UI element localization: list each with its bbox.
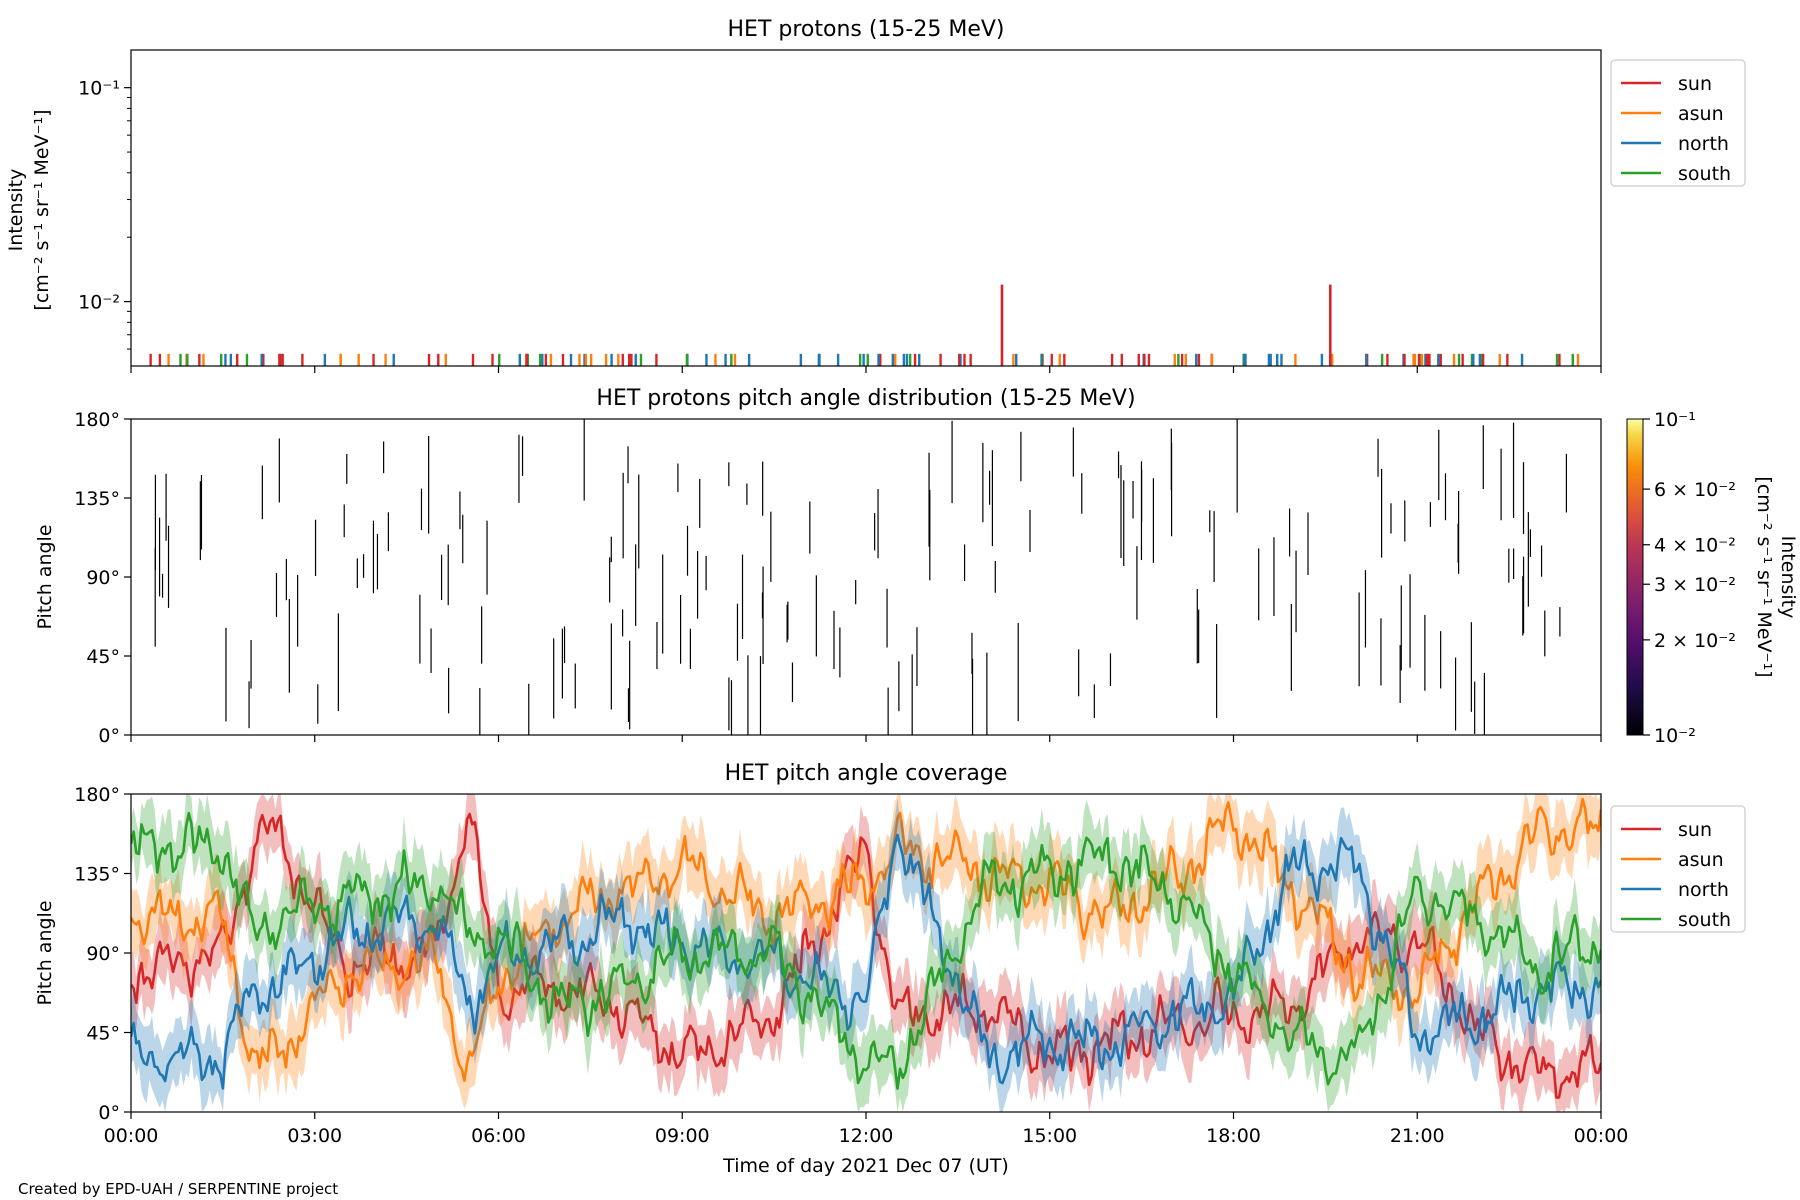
y-tick-label: 135° — [74, 864, 120, 886]
colorbar-label-line1: Intensity — [1777, 536, 1799, 619]
x-tick-label: 12:00 — [839, 1125, 894, 1147]
panel-intensity: HET protons (15-25 MeV) 10⁻¹ 10⁻² Intensi… — [5, 17, 1746, 373]
y-tick-label: 10⁻¹ — [78, 78, 120, 100]
legend-box — [1610, 805, 1746, 933]
colorbar-tick-label: 2 × 10⁻² — [1654, 630, 1736, 652]
colorbar-tick-label: 10⁻² — [1654, 725, 1696, 747]
coverage-series-group — [131, 794, 1601, 1112]
panel2-ylabel: Pitch angle — [34, 524, 56, 629]
panel1-ylabel-line2: [cm⁻² s⁻¹ sr⁻¹ MeV⁻¹] — [31, 109, 53, 310]
legend-label-north: north — [1678, 879, 1729, 901]
panel1-legend: sun asun north south — [1610, 59, 1746, 187]
y-tick-label: 90° — [86, 567, 120, 589]
x-tick-label: 06:00 — [471, 1125, 526, 1147]
panel2-title: HET protons pitch angle distribution (15… — [596, 386, 1135, 411]
y-tick-label: 135° — [74, 488, 120, 510]
legend-label-sun: sun — [1678, 819, 1712, 841]
colorbar-tick-label: 6 × 10⁻² — [1654, 479, 1736, 501]
colorbar-tick-label: 3 × 10⁻² — [1654, 574, 1736, 596]
coverage-band-asun — [131, 794, 1601, 1110]
panel-pitch-distribution: HET protons pitch angle distribution (15… — [34, 386, 1799, 747]
colorbar-tick-label: 4 × 10⁻² — [1654, 535, 1736, 557]
panel3-title: HET pitch angle coverage — [725, 761, 1008, 786]
y-tick-label: 180° — [74, 784, 120, 806]
y-tick-label: 10⁻² — [78, 292, 120, 314]
panel2-frame — [130, 418, 1602, 736]
legend-label-asun: asun — [1678, 103, 1724, 125]
x-tick-label: 09:00 — [655, 1125, 710, 1147]
y-tick-label: 90° — [86, 943, 120, 965]
legend-box — [1610, 59, 1746, 187]
coverage-band-south — [131, 794, 1601, 1112]
legend-label-asun: asun — [1678, 849, 1724, 871]
coverage-band-north — [131, 798, 1601, 1112]
legend-label-south: south — [1678, 909, 1731, 931]
panel3-plot-area — [131, 794, 1601, 1112]
panel1-ylabel-line1: Intensity — [5, 169, 27, 252]
y-tick-label: 45° — [86, 1023, 120, 1045]
legend-label-north: north — [1678, 133, 1729, 155]
panel2-x-ticks — [130, 735, 1602, 742]
panel3-ylabel: Pitch angle — [34, 900, 56, 1005]
x-tick-label: 15:00 — [1022, 1125, 1077, 1147]
panel2-plot-area — [154, 419, 1568, 735]
panel1-frame — [130, 49, 1602, 367]
colorbar-tick-label: 10⁻¹ — [1654, 409, 1696, 431]
colorbar — [1626, 418, 1644, 736]
y-tick-label: 0° — [98, 725, 120, 747]
x-tick-label: 00:00 — [104, 1125, 159, 1147]
x-tick-label: 18:00 — [1206, 1125, 1261, 1147]
y-tick-label: 180° — [74, 409, 120, 431]
x-tick-label: 21:00 — [1390, 1125, 1445, 1147]
panel3-x-ticks: 00:00 03:00 06:00 09:00 12:00 15:00 18:00 21:00… — [104, 1112, 1629, 1147]
x-axis-label: Time of day 2021 Dec 07 (UT) — [722, 1155, 1009, 1177]
panel1-x-ticks — [130, 366, 1602, 373]
legend-label-sun: sun — [1678, 73, 1712, 95]
panel-pitch-coverage: HET pitch angle coverage 0° 45° 90° 135° 180… — [34, 761, 1746, 1177]
x-tick-label: 00:00 — [1574, 1125, 1629, 1147]
coverage-line-sun — [131, 812, 1601, 1099]
panel1-title: HET protons (15-25 MeV) — [728, 17, 1005, 42]
panel1-y-ticks: 10⁻¹ 10⁻² — [78, 78, 131, 350]
coverage-line-north — [131, 833, 1601, 1090]
x-tick-label: 03:00 — [287, 1125, 342, 1147]
colorbar-label-line2: [cm⁻² s⁻¹ sr⁻¹ MeV⁻¹] — [1753, 476, 1775, 677]
panel3-legend: sun asun north south — [1610, 805, 1746, 933]
footer-credit: Created by EPD-UAH / SERPENTINE project — [18, 1180, 338, 1198]
legend-label-south: south — [1678, 163, 1731, 185]
y-tick-label: 45° — [86, 646, 120, 668]
panel1-plot-area — [149, 284, 1580, 366]
coverage-line-asun — [131, 797, 1601, 1082]
panel2-y-ticks: 0° 45° 90° 135° 180° — [74, 409, 131, 747]
panel3-y-ticks: 0° 45° 90° 135° 180° — [74, 784, 131, 1124]
colorbar-ticks: 10⁻¹ 6 × 10⁻² 4 × 10⁻² 3 × 10⁻² 2 × 10⁻² 10⁻² — [1643, 409, 1736, 747]
y-tick-label: 0° — [98, 1102, 120, 1124]
coverage-line-south — [131, 811, 1601, 1090]
